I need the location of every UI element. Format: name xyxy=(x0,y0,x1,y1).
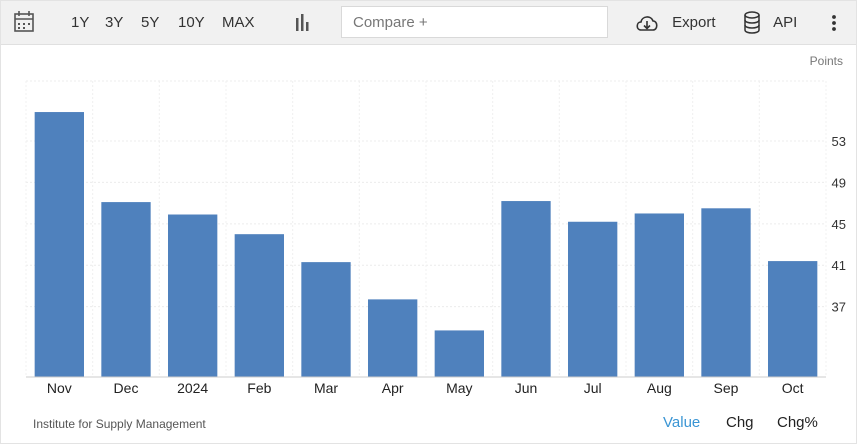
y-tick-label: 49 xyxy=(832,175,846,190)
x-tick-label: May xyxy=(446,380,472,396)
export-button[interactable]: Export xyxy=(634,1,716,44)
tab-chg[interactable]: Chg xyxy=(726,414,754,431)
unit-label: Points xyxy=(810,54,843,68)
export-label: Export xyxy=(672,14,716,31)
bar xyxy=(634,213,684,377)
more-menu-icon[interactable] xyxy=(829,1,839,44)
calendar-icon[interactable] xyxy=(13,1,35,44)
x-tick-label: Apr xyxy=(382,380,404,396)
bar xyxy=(34,112,84,377)
x-tick-label: Sep xyxy=(714,380,739,396)
x-tick-label: Jul xyxy=(584,380,602,396)
x-tick-label: Dec xyxy=(114,380,139,396)
bar xyxy=(701,208,751,377)
y-tick-label: 45 xyxy=(832,217,846,232)
range-10y-button[interactable]: 10Y xyxy=(178,14,205,31)
x-tick-label: Jun xyxy=(515,380,538,396)
range-1y-button[interactable]: 1Y xyxy=(71,14,90,31)
range-5y-button[interactable]: 5Y xyxy=(141,14,160,31)
x-tick-label: Oct xyxy=(782,380,804,396)
chart-toolbar: 1Y 3Y 5Y 10Y MAX Export xyxy=(1,1,856,45)
x-tick-label: 2024 xyxy=(177,380,208,396)
tab-value[interactable]: Value xyxy=(663,414,701,431)
bar xyxy=(234,234,284,377)
bar xyxy=(301,262,351,377)
y-tick-label: 53 xyxy=(832,134,846,149)
bar xyxy=(568,221,618,377)
x-tick-label: Feb xyxy=(247,380,271,396)
x-tick-label: Nov xyxy=(47,380,72,396)
x-tick-label: Aug xyxy=(647,380,672,396)
y-tick-label: 41 xyxy=(832,258,846,273)
bar xyxy=(501,201,551,377)
cloud-download-icon xyxy=(636,16,658,31)
database-icon xyxy=(744,11,760,34)
x-tick-label: Mar xyxy=(314,380,338,396)
y-tick-label: 37 xyxy=(832,300,846,315)
bar xyxy=(368,299,418,377)
chart-type-icon[interactable] xyxy=(294,1,312,44)
bar xyxy=(434,330,484,377)
tab-chg-percent[interactable]: Chg% xyxy=(777,414,818,431)
compare-input[interactable] xyxy=(341,6,608,38)
source-label: Institute for Supply Management xyxy=(33,417,206,431)
api-label: API xyxy=(773,14,798,31)
bar-chart: 37 41 45 49 53 Points Nov Dec 2024 Feb Mar Apr May Ju… xyxy=(25,54,846,396)
range-3y-button[interactable]: 3Y xyxy=(105,14,124,31)
bar xyxy=(101,202,151,377)
api-button[interactable]: API xyxy=(743,1,797,44)
bar xyxy=(768,261,818,377)
range-max-button[interactable]: MAX xyxy=(222,14,255,31)
bar xyxy=(168,214,218,377)
